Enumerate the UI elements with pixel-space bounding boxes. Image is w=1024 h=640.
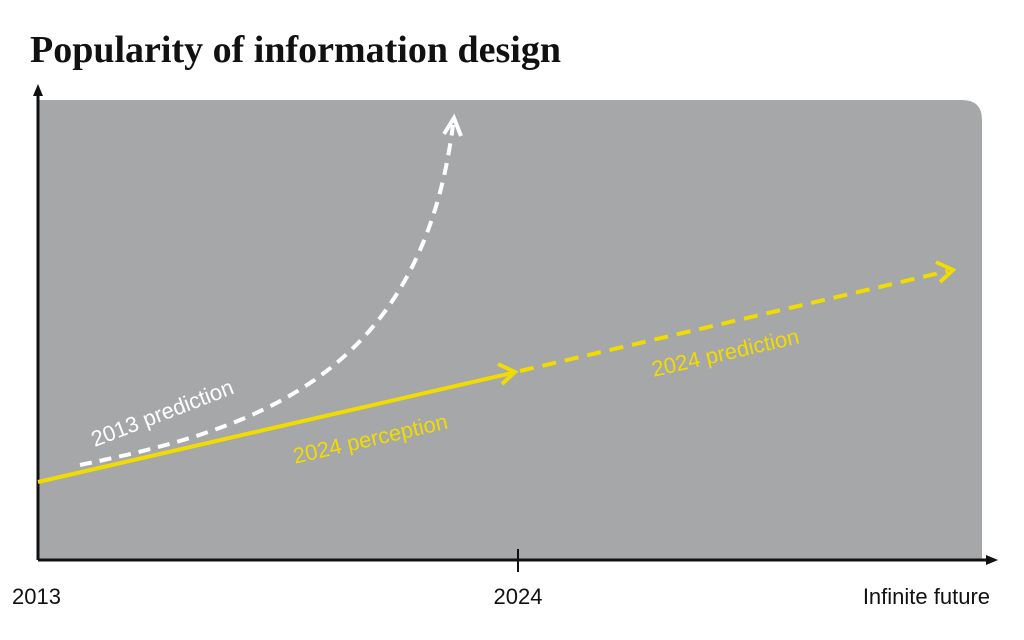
arrow-head <box>442 113 463 137</box>
plot-area <box>38 100 982 560</box>
title: Popularity of information design <box>30 29 561 71</box>
perception-2024-line <box>37 371 513 484</box>
y-axis-arrow <box>33 84 43 96</box>
x-label: 2024 <box>494 584 543 609</box>
arrow-head <box>935 260 957 284</box>
prediction-2024-line <box>519 269 949 373</box>
arrow-head <box>497 362 519 386</box>
x-label: Infinite future <box>863 584 990 609</box>
x-label: 2013 <box>12 584 61 609</box>
x-axis-arrow <box>986 555 998 565</box>
